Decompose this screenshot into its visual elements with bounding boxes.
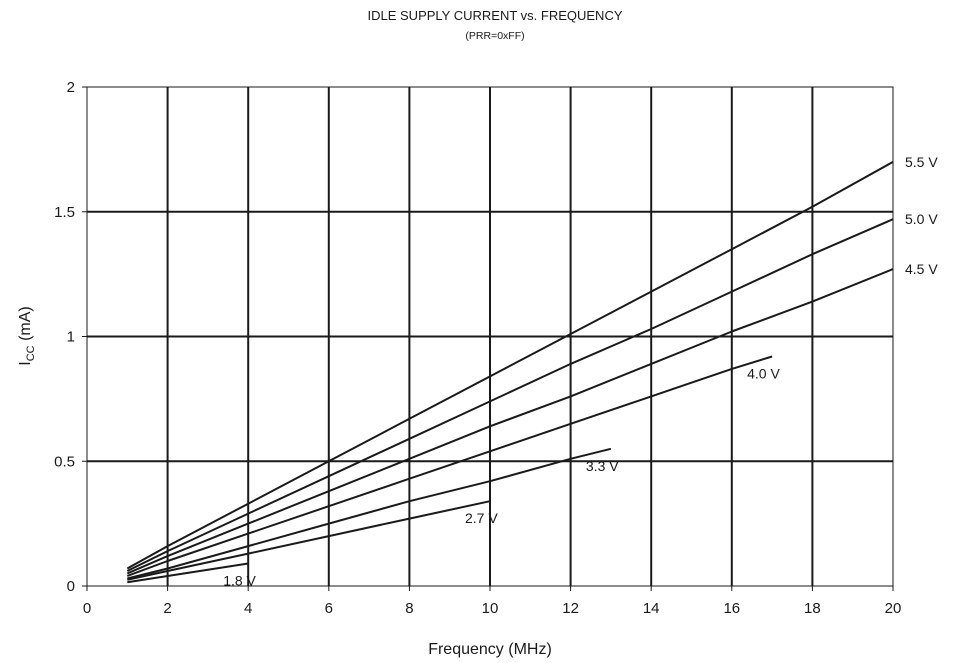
- y-axis-title-unit: (mA): [17, 306, 34, 345]
- series-line-1-8-v: [127, 562, 249, 584]
- x-tick-label: 4: [244, 600, 252, 617]
- x-tick-label: 16: [723, 600, 740, 617]
- y-tick-label: 1: [67, 329, 75, 346]
- y-axis-title-sub: CC: [25, 345, 37, 361]
- series-labels: 5.5 V 5.0 V 4.5 V 4.0 V 3.3 V 2.7 V 1.8 V: [223, 154, 938, 589]
- x-tick-label: 12: [562, 600, 579, 617]
- series-label: 1.8 V: [223, 573, 256, 589]
- y-axis-title-main: I: [17, 361, 34, 365]
- x-axis: 0 2 4 6 8 10 12 14 16 18 20: [83, 586, 902, 617]
- y-axis: 0 0.5 1 1.5 2: [54, 79, 87, 595]
- x-tick-label: 14: [643, 600, 660, 617]
- x-axis-title: Frequency (MHz): [428, 641, 552, 658]
- y-tick-label: 2: [67, 79, 75, 96]
- x-tick-label: 20: [885, 600, 902, 617]
- series-line-4-5-v: [126, 268, 894, 575]
- series-label: 4.5 V: [905, 261, 938, 277]
- y-axis-title: ICC (mA): [17, 306, 37, 365]
- series-label: 5.5 V: [905, 154, 938, 170]
- x-tick-label: 0: [83, 600, 91, 617]
- y-tick-label: 0: [67, 578, 75, 595]
- x-tick-label: 10: [482, 600, 499, 617]
- series-line-5-5-v: [126, 161, 894, 570]
- series-label: 3.3 V: [586, 458, 619, 474]
- y-tick-label: 1.5: [54, 204, 75, 221]
- chart-title: IDLE SUPPLY CURRENT vs. FREQUENCY: [368, 8, 623, 23]
- x-tick-label: 6: [325, 600, 333, 617]
- series-line-5-0-v: [126, 218, 894, 572]
- series-label: 5.0 V: [905, 211, 938, 227]
- series-line-4-0-v: [126, 355, 773, 577]
- series-lines: [126, 161, 894, 584]
- series-label: 2.7 V: [465, 510, 498, 526]
- series-line-2-7-v: [127, 500, 491, 581]
- x-tick-label: 8: [405, 600, 413, 617]
- x-tick-label: 18: [804, 600, 821, 617]
- series-label: 4.0 V: [747, 365, 780, 381]
- chart-subtitle: (PRR=0xFF): [465, 30, 524, 42]
- series-line-3-3-v: [127, 447, 612, 580]
- grid: [87, 87, 893, 586]
- x-tick-label: 2: [163, 600, 171, 617]
- y-tick-label: 0.5: [54, 453, 75, 470]
